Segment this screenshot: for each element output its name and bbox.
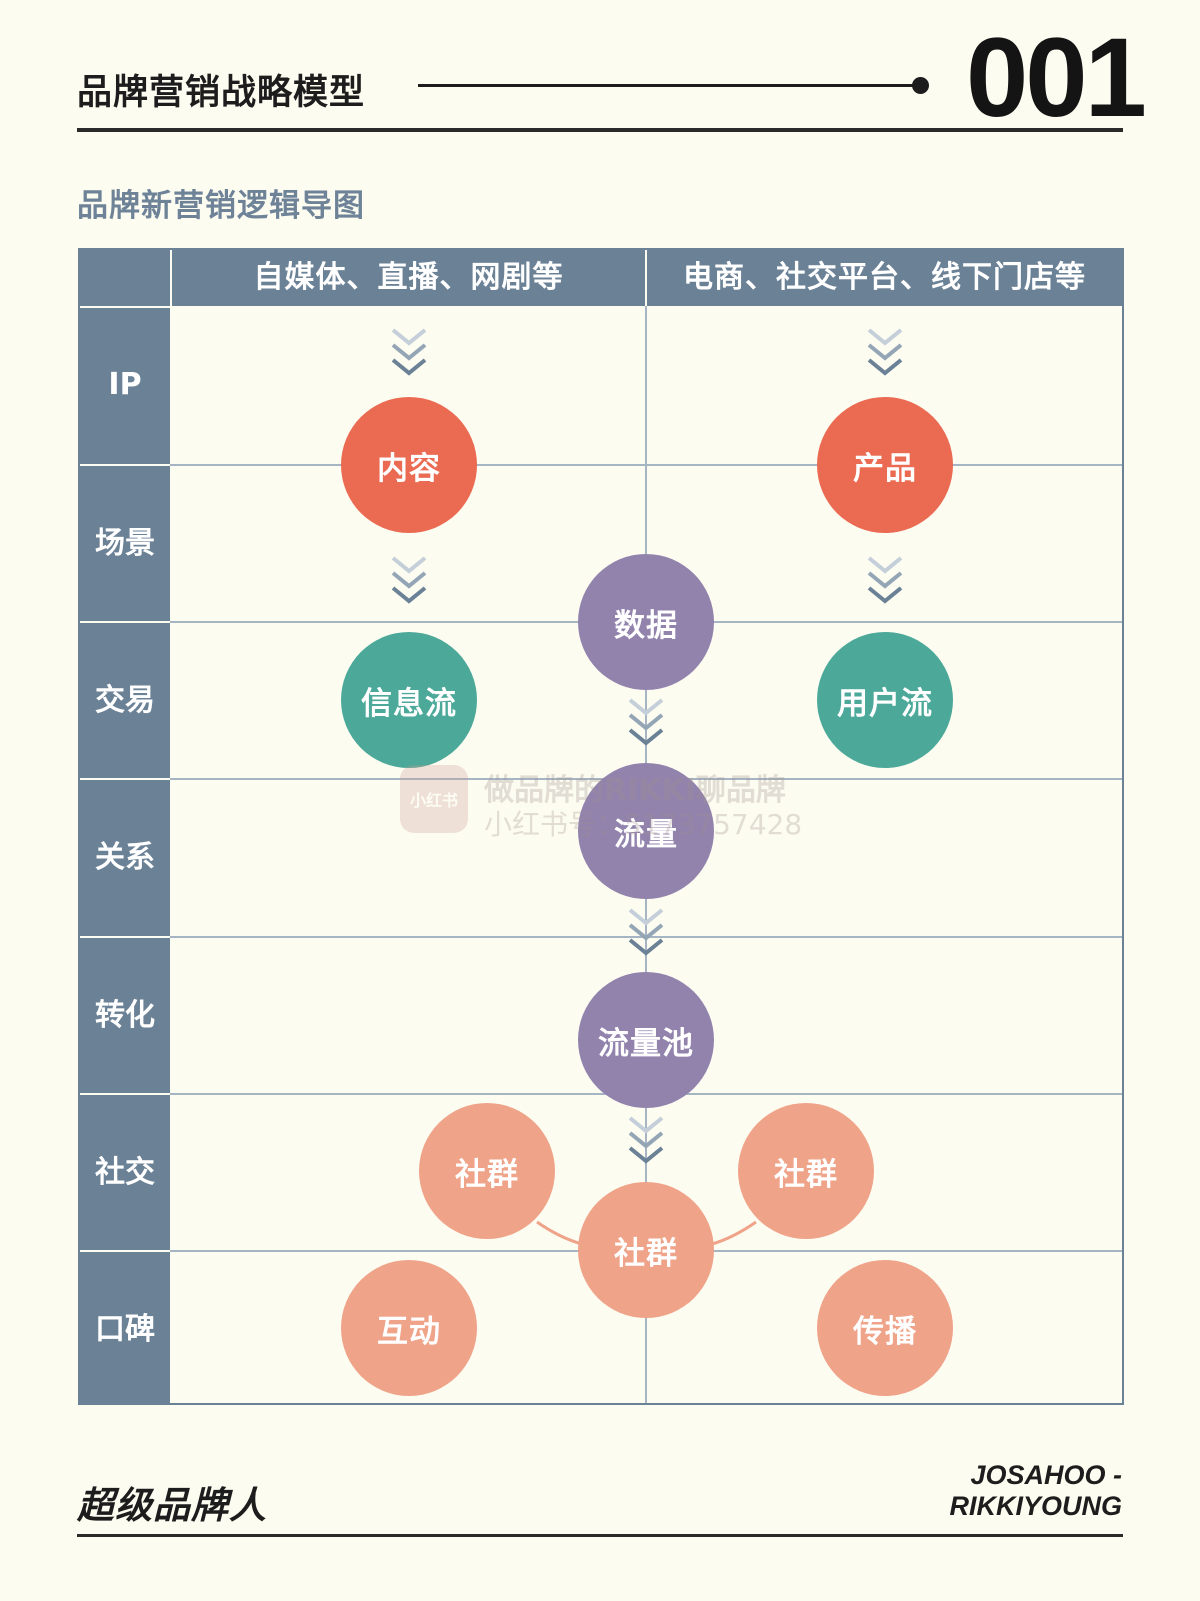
down-arrow-icon [867, 328, 903, 375]
diagram-table [78, 248, 1124, 1405]
footer-brand: 超级品牌人 [77, 1484, 267, 1527]
node-user-flow: 用户流 [817, 632, 953, 768]
connector-line [711, 1220, 757, 1246]
header-rule [77, 128, 1123, 132]
node-interaction: 互动 [341, 1260, 477, 1396]
row-separator [80, 1250, 170, 1252]
watermark-logo-icon: 小红书 [400, 765, 468, 833]
node-community-right: 社群 [738, 1103, 874, 1239]
header-separator [645, 250, 647, 306]
footer-credit-line-1: JOSAHOO - [970, 1460, 1122, 1490]
row-separator [80, 306, 170, 308]
header-title: 品牌营销战略模型 [77, 73, 366, 113]
row-label-ip: IP [108, 367, 142, 402]
node-data: 数据 [578, 554, 714, 690]
header-dot [912, 77, 929, 94]
row-label-conversion: 转化 [95, 998, 155, 1033]
node-label: 社群 [774, 1156, 838, 1193]
column-header-band [80, 250, 1122, 306]
node-traffic: 流量 [578, 763, 714, 899]
footer-credit-line-2: RIKKIYOUNG [949, 1491, 1122, 1521]
row-header-band [80, 250, 170, 1403]
node-label: 用户流 [837, 685, 933, 722]
row-label-transaction: 交易 [95, 683, 155, 718]
node-label: 信息流 [361, 685, 457, 722]
node-label: 社群 [614, 1235, 678, 1272]
down-arrow-icon [391, 556, 427, 603]
footer-credit: JOSAHOO - RIKKIYOUNG [949, 1460, 1122, 1522]
footer-rule [77, 1534, 1123, 1537]
header-line [418, 84, 918, 87]
node-label: 内容 [377, 450, 441, 487]
node-spread: 传播 [817, 1260, 953, 1396]
node-label: 产品 [853, 450, 917, 487]
row-label-relationship: 关系 [95, 840, 155, 875]
node-product: 产品 [817, 397, 953, 533]
page-number: 001 [966, 15, 1147, 140]
node-content: 内容 [341, 397, 477, 533]
node-info-flow: 信息流 [341, 632, 477, 768]
connector-line [536, 1220, 583, 1246]
down-arrow-icon [628, 908, 664, 955]
node-community-center: 社群 [578, 1182, 714, 1318]
row-separator [80, 778, 170, 780]
node-label: 互动 [377, 1313, 441, 1350]
row-label-scene: 场景 [95, 526, 155, 561]
row-label-social: 社交 [95, 1155, 155, 1190]
node-community-left: 社群 [419, 1103, 555, 1239]
watermark-line-1: 做品牌的RIKKI聊品牌 [484, 773, 786, 808]
down-arrow-icon [867, 556, 903, 603]
row-separator [80, 1093, 170, 1095]
node-label: 流量 [614, 816, 678, 853]
column-header-media: 自媒体、直播、网剧等 [253, 260, 564, 295]
down-arrow-icon [628, 1116, 664, 1163]
header-separator [170, 250, 172, 306]
down-arrow-icon [628, 698, 664, 745]
row-separator [80, 621, 170, 623]
node-label: 社群 [455, 1156, 519, 1193]
row-label-word-of-mouth: 口碑 [95, 1312, 155, 1347]
node-label: 流量池 [598, 1025, 694, 1062]
diagram-subtitle: 品牌新营销逻辑导图 [77, 188, 365, 224]
down-arrow-icon [391, 328, 427, 375]
column-header-channels: 电商、社交平台、线下门店等 [683, 260, 1086, 295]
row-separator [80, 936, 170, 938]
node-traffic-pool: 流量池 [578, 972, 714, 1108]
node-label: 数据 [614, 607, 678, 644]
watermark-line-2: 小红书号：5173757428 [484, 808, 803, 841]
row-separator [80, 464, 170, 466]
node-label: 传播 [853, 1313, 917, 1350]
